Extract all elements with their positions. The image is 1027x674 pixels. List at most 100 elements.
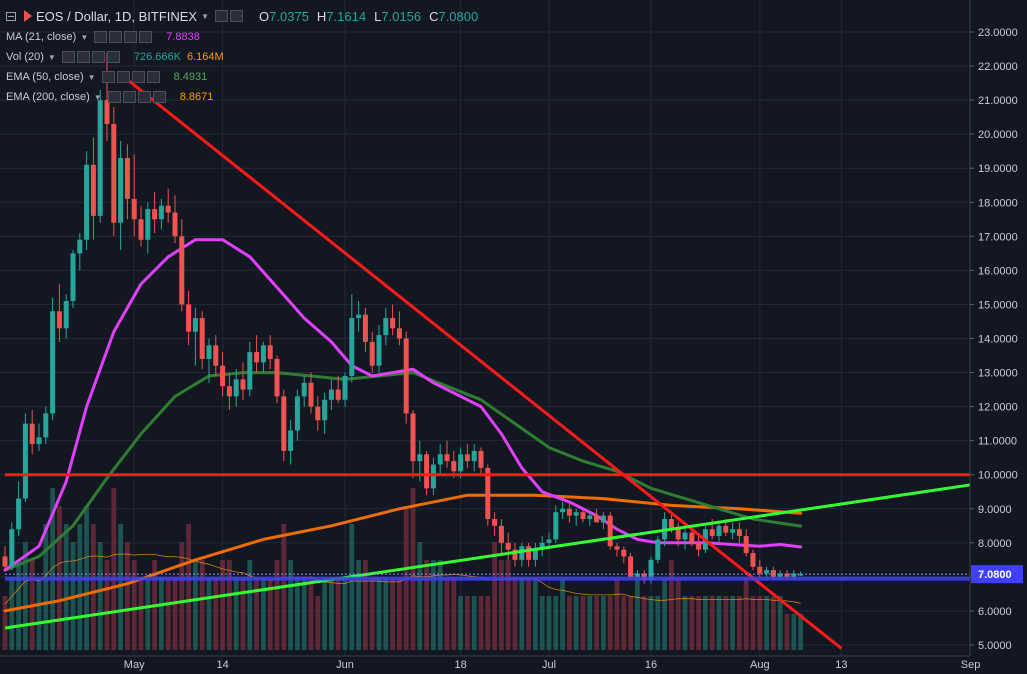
candle-body <box>301 382 307 397</box>
candle-body <box>471 450 477 462</box>
volume-bar <box>621 596 627 650</box>
candle-body <box>199 318 205 359</box>
indicator-ema50[interactable]: EMA (50, close) ▼ 8.4931 <box>6 69 207 85</box>
ma21-line <box>3 238 803 572</box>
eye-icon[interactable] <box>215 10 229 22</box>
candle-body <box>84 164 90 240</box>
candle-body <box>444 454 450 462</box>
eye-icon[interactable] <box>101 71 115 83</box>
price-badge-label: 7.0800 <box>978 569 1012 581</box>
time-tick-label: Jun <box>336 659 354 671</box>
volume-bar <box>9 578 15 650</box>
volume-bar <box>444 578 450 650</box>
close-icon[interactable] <box>139 31 153 43</box>
indicator-label[interactable]: Vol (20) <box>6 51 44 63</box>
volume-bar <box>431 560 436 650</box>
chevron-down-icon[interactable]: ▼ <box>87 72 96 82</box>
candle-body <box>451 461 457 472</box>
ema50-line <box>3 371 803 572</box>
time-tick-label: May <box>124 659 145 671</box>
close-icon[interactable] <box>146 71 160 83</box>
lock-icon[interactable] <box>137 91 151 103</box>
series-buttons[interactable] <box>215 10 245 22</box>
price-tick-label: 21.0000 <box>978 95 1018 107</box>
volume-bar <box>383 578 389 650</box>
chevron-down-icon[interactable]: ▼ <box>93 92 102 102</box>
time-tick-label: Sep <box>961 659 981 671</box>
settings-icon[interactable] <box>230 10 244 22</box>
volume-bar <box>703 596 708 650</box>
lock-icon[interactable] <box>91 51 105 63</box>
volume-bar <box>118 524 123 650</box>
chevron-down-icon[interactable]: ▼ <box>80 32 89 42</box>
indicator-label[interactable]: MA (21, close) <box>6 31 77 43</box>
indicator-label[interactable]: EMA (200, close) <box>6 91 90 103</box>
candle-body <box>165 205 171 213</box>
candle-body <box>505 542 511 550</box>
symbol-header[interactable]: EOS / Dollar, 1D, BITFINEX ▼ O 7.0375 H 7.… <box>6 8 478 24</box>
volume-bar <box>471 596 477 650</box>
close-icon[interactable] <box>152 91 166 103</box>
indicator-buttons[interactable] <box>94 31 154 43</box>
indicator-label[interactable]: EMA (50, close) <box>6 71 84 83</box>
volume-bar <box>458 596 463 650</box>
volume-bar <box>567 596 572 650</box>
ohlc-low-label: L <box>374 8 382 24</box>
settings-icon[interactable] <box>109 31 123 43</box>
time-tick-label: Jul <box>542 659 556 671</box>
indicator-ema200[interactable]: EMA (200, close) ▼ 8.8671 <box>6 89 213 105</box>
volume-bar <box>716 596 722 650</box>
candle-body <box>764 570 770 574</box>
volume-bar <box>159 578 164 650</box>
volume-bar <box>485 596 491 650</box>
volume-bar <box>757 596 763 650</box>
eye-icon[interactable] <box>61 51 75 63</box>
settings-icon[interactable] <box>116 71 130 83</box>
settings-icon[interactable] <box>76 51 90 63</box>
volume-bar <box>267 578 273 650</box>
candle-body <box>512 549 518 560</box>
candle-body <box>349 318 355 376</box>
volume-bar <box>730 596 735 650</box>
indicator-ma21[interactable]: MA (21, close) ▼ 7.8838 <box>6 29 200 45</box>
eye-icon[interactable] <box>107 91 121 103</box>
candles <box>2 52 804 584</box>
chevron-down-icon[interactable]: ▼ <box>47 52 56 62</box>
lock-icon[interactable] <box>131 71 145 83</box>
volume-bar <box>335 578 341 650</box>
symbol-title[interactable]: EOS / Dollar, 1D, BITFINEX <box>36 8 198 24</box>
window-icon[interactable] <box>6 11 16 21</box>
candle-body <box>437 454 443 465</box>
candle-body <box>328 389 334 400</box>
indicator-buttons[interactable] <box>61 51 122 63</box>
eye-icon[interactable] <box>94 31 108 43</box>
candle-body <box>566 508 572 516</box>
chevron-down-icon[interactable]: ▼ <box>201 11 210 21</box>
volume-bar <box>397 578 402 650</box>
candle-body <box>655 539 661 560</box>
volume-bar <box>512 578 518 650</box>
trendline-resistance <box>126 78 843 650</box>
trendline-support <box>4 483 971 630</box>
settings-icon[interactable] <box>122 91 136 103</box>
candle-body <box>689 532 695 543</box>
price-tick-label: 11.0000 <box>978 436 1017 448</box>
trendlines[interactable] <box>4 78 971 650</box>
indicator-buttons[interactable] <box>107 91 168 103</box>
volume-bar <box>709 596 715 650</box>
candle-body <box>90 164 96 216</box>
candle-body <box>294 396 300 431</box>
volume-bar <box>2 596 8 650</box>
candle-body <box>403 338 409 414</box>
lock-icon[interactable] <box>124 31 138 43</box>
volume-bar <box>172 578 178 650</box>
close-icon[interactable] <box>106 51 120 63</box>
candle-body <box>124 158 130 199</box>
indicator-buttons[interactable] <box>101 71 162 83</box>
indicator-volume[interactable]: Vol (20) ▼ 726.666K 6.164M <box>6 49 224 65</box>
candle-body <box>553 512 559 540</box>
volume-bar <box>607 596 613 650</box>
volume-bar <box>492 542 497 650</box>
